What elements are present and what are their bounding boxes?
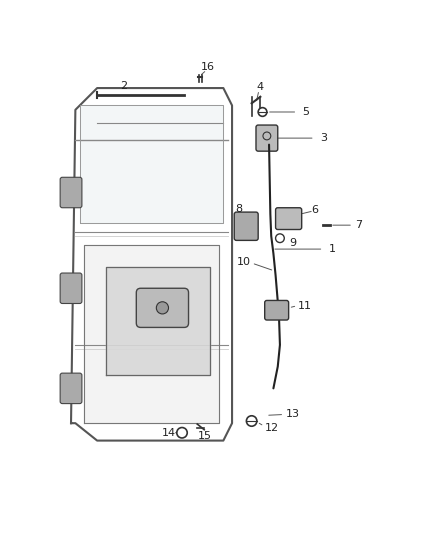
Text: 9: 9 — [290, 238, 297, 247]
Text: 15: 15 — [198, 431, 212, 441]
FancyBboxPatch shape — [265, 301, 289, 320]
Text: 1: 1 — [328, 244, 336, 254]
Text: 4: 4 — [257, 82, 264, 92]
FancyBboxPatch shape — [136, 288, 188, 327]
Polygon shape — [84, 245, 219, 423]
Text: 16: 16 — [201, 62, 215, 72]
Text: 11: 11 — [298, 301, 312, 311]
FancyBboxPatch shape — [60, 373, 82, 403]
Text: 3: 3 — [320, 133, 327, 143]
Circle shape — [156, 302, 169, 314]
Polygon shape — [80, 106, 223, 223]
FancyBboxPatch shape — [60, 273, 82, 303]
Text: 13: 13 — [286, 409, 300, 419]
Text: 7: 7 — [355, 220, 362, 230]
FancyBboxPatch shape — [234, 212, 258, 240]
Text: 5: 5 — [303, 107, 310, 117]
Text: 10: 10 — [237, 257, 251, 267]
Text: 6: 6 — [311, 205, 318, 215]
Text: 12: 12 — [265, 423, 279, 433]
Text: 2: 2 — [120, 81, 127, 91]
FancyBboxPatch shape — [256, 125, 278, 151]
Text: 14: 14 — [162, 428, 176, 438]
FancyBboxPatch shape — [60, 177, 82, 208]
Text: 8: 8 — [235, 204, 242, 214]
Polygon shape — [106, 266, 210, 375]
FancyBboxPatch shape — [276, 208, 302, 230]
